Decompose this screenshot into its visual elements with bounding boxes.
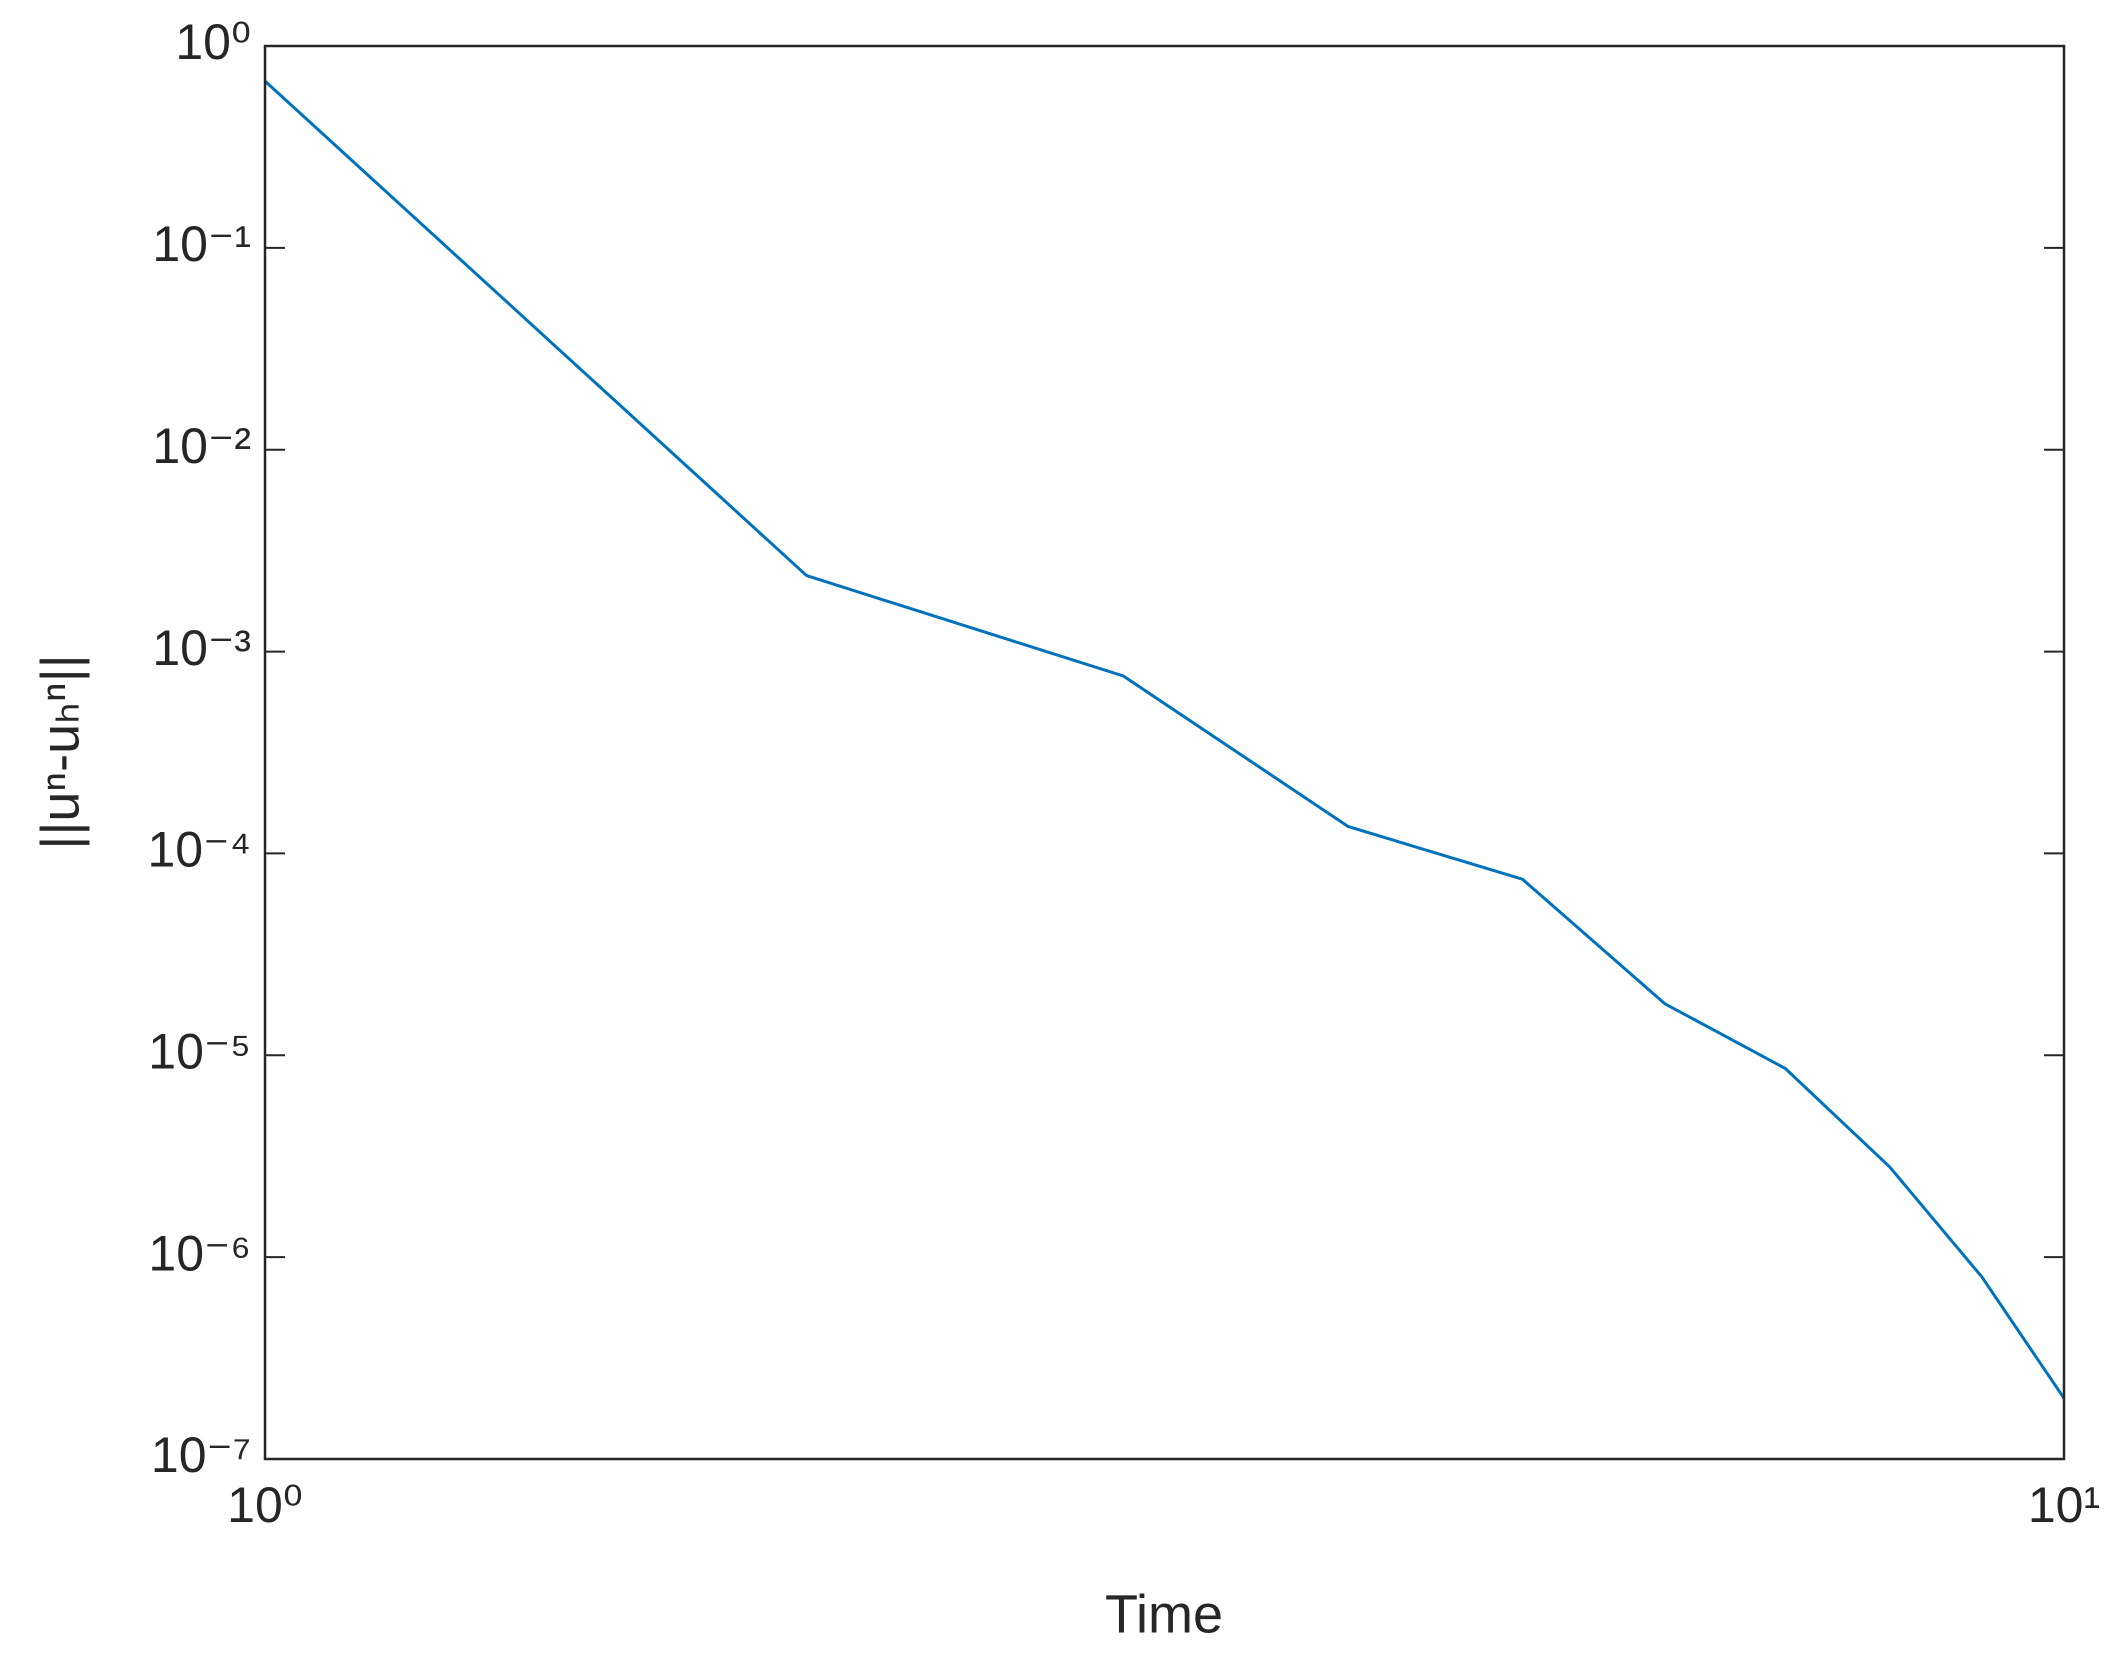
x-axis-label: Time (1105, 1584, 1223, 1644)
y-axis-label: ||uⁿ-uₕⁿ|| (30, 654, 90, 849)
x-tick-label: 10¹ (2028, 1477, 2100, 1533)
plot-frame (263, 44, 2066, 1461)
y-tick-label: 10⁻² (152, 418, 251, 474)
y-tick-label: 10⁻¹ (152, 216, 251, 272)
data-line (263, 80, 2066, 1400)
y-tick-label: 10⁻⁵ (148, 1023, 251, 1079)
x-tick-label: 10⁰ (227, 1477, 303, 1533)
y-tick-label: 10⁻³ (152, 620, 251, 676)
y-tick-label: 10⁻⁶ (148, 1225, 251, 1281)
y-tick-label: 10⁰ (175, 14, 251, 70)
y-tick-label: 10⁻⁷ (151, 1427, 251, 1483)
y-tick-label: 10⁻⁴ (148, 822, 252, 878)
